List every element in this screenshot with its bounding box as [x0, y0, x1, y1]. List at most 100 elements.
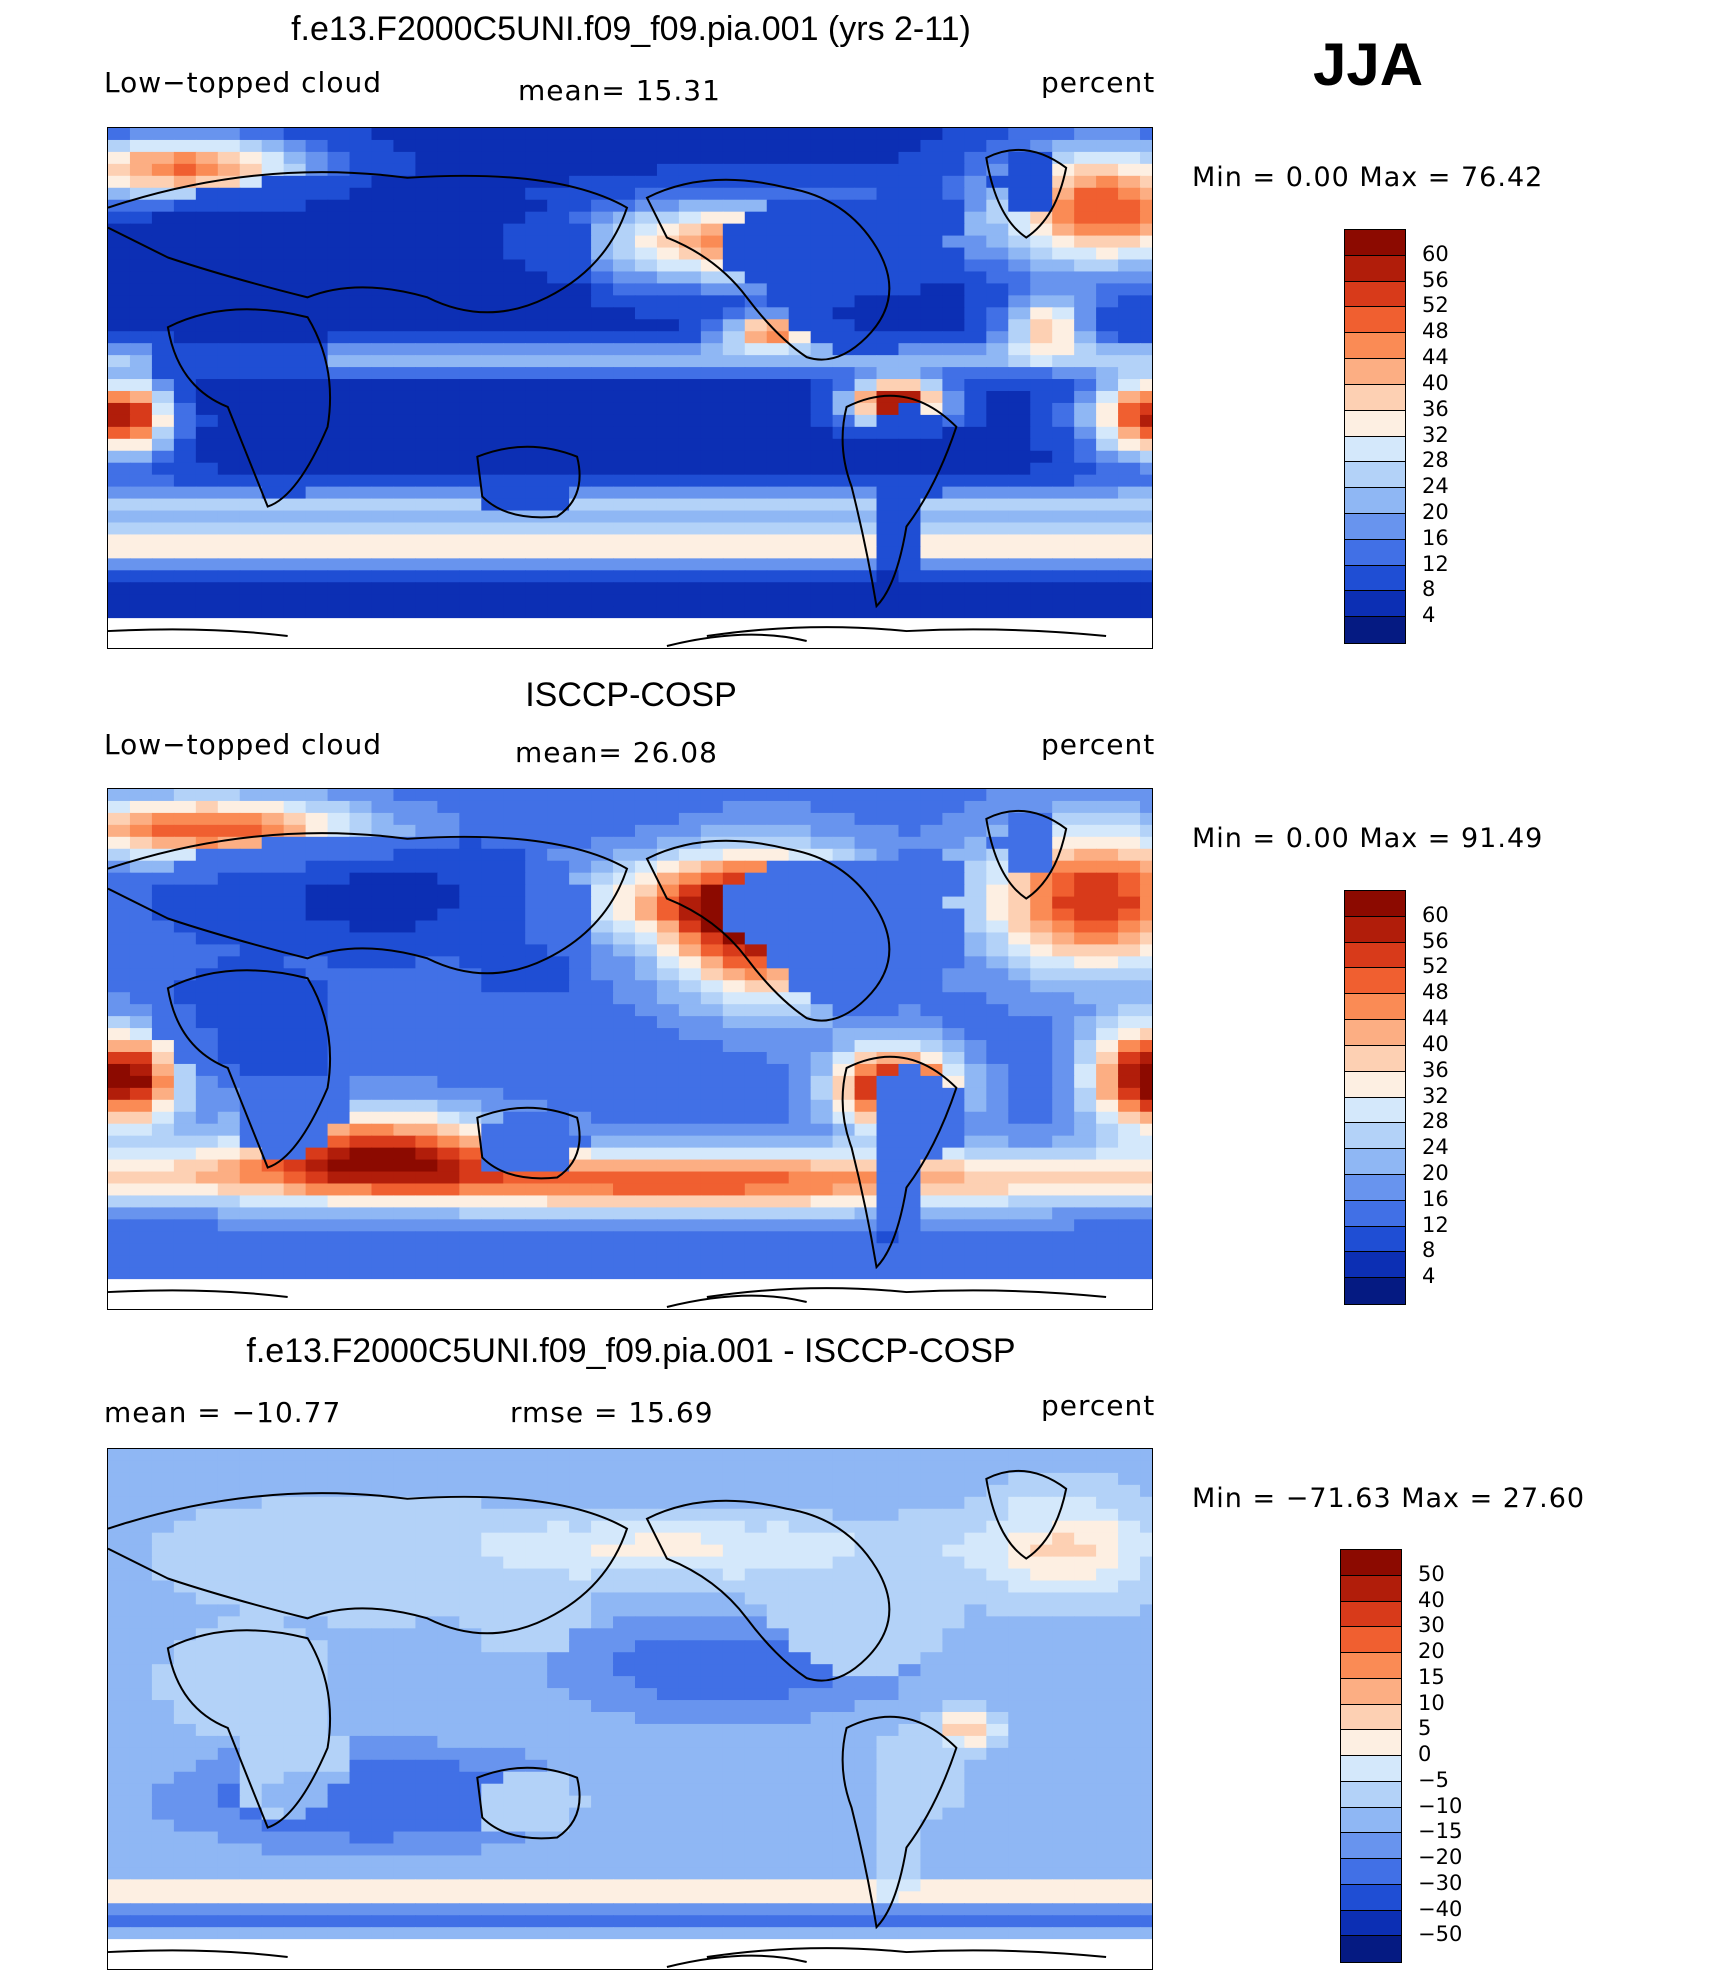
map-cell: [569, 1640, 592, 1653]
map-cell: [1030, 390, 1053, 404]
map-cell: [810, 1616, 834, 1629]
map-cell: [854, 1183, 878, 1197]
map-cell: [459, 534, 482, 547]
map-cell: [854, 199, 878, 213]
map-cell: [283, 151, 307, 165]
map-cell: [678, 1004, 702, 1017]
map-cell: [261, 1087, 285, 1101]
map-cell: [525, 1592, 548, 1605]
map-cell: [173, 498, 197, 512]
map-cell: [964, 980, 987, 993]
map-cell: [898, 343, 922, 356]
map-cell: [1118, 836, 1141, 850]
map-cell: [525, 860, 548, 874]
map-cell: [788, 1255, 812, 1268]
map-cell: [1118, 1195, 1141, 1208]
map-cell: [964, 1580, 987, 1594]
map-cell: [700, 944, 724, 957]
map-cell: [744, 438, 768, 452]
map-cell: [986, 1544, 1009, 1558]
map-cell: [854, 1016, 878, 1029]
map-cell: [195, 1460, 219, 1474]
map-cell: [129, 1159, 153, 1173]
map-cell: [327, 884, 351, 898]
map-cell: [942, 980, 965, 993]
map-cell: [1074, 498, 1097, 512]
map-cell: [1074, 1267, 1097, 1280]
map-cell: [766, 546, 790, 559]
map-cell: [195, 1664, 219, 1677]
map-cell: [920, 1028, 944, 1041]
map-cell: [151, 438, 175, 452]
map-cell: [525, 920, 548, 934]
map-cell: [920, 606, 944, 619]
map-cell: [591, 1087, 614, 1101]
map-cell: [371, 1640, 395, 1653]
map-cell: [283, 1449, 307, 1462]
map-cell: [898, 211, 922, 225]
map-cell: [415, 1016, 438, 1029]
map-cell: [415, 486, 438, 500]
map-cell: [1118, 1532, 1141, 1546]
map-cell: [459, 379, 482, 392]
map-cell: [964, 211, 987, 225]
map-cell: [1140, 1255, 1152, 1268]
map-cell: [437, 1267, 460, 1280]
map-cell: [459, 319, 482, 332]
map-cell: [1008, 932, 1031, 945]
map-cell: [1030, 1449, 1053, 1462]
map-cell: [1008, 343, 1031, 356]
map-cell: [195, 223, 219, 237]
map-cell: [700, 800, 724, 814]
map-cell: [349, 1087, 373, 1101]
map-cell: [788, 1580, 812, 1594]
map-cell: [700, 139, 724, 153]
map-cell: [393, 1267, 417, 1280]
map-cell: [525, 1195, 548, 1208]
map-cell: [788, 438, 812, 452]
map-cell: [964, 582, 987, 595]
map-cell: [129, 546, 153, 559]
map-cell: [327, 1063, 351, 1077]
map-cell: [437, 1207, 460, 1220]
map-cell: [1074, 414, 1097, 428]
map-cell: [371, 283, 395, 296]
map-cell: [1140, 1532, 1152, 1546]
map-cell: [393, 1640, 417, 1653]
map-cell: [327, 812, 351, 826]
map-cell: [591, 1604, 614, 1617]
map-cell: [1140, 1231, 1152, 1244]
map-cell: [788, 1111, 812, 1125]
map-cell: [239, 1496, 263, 1510]
map-cell: [722, 1111, 746, 1125]
map-cell: [722, 486, 746, 500]
map-cell: [173, 1267, 197, 1280]
map-cell: [129, 247, 153, 261]
map-cell: [547, 1688, 570, 1701]
map-cell: [1030, 271, 1053, 284]
map-cell: [173, 211, 197, 225]
map-cell: [261, 223, 285, 237]
map-cell: [283, 187, 307, 201]
map-cell: [1074, 1183, 1097, 1197]
map-cell: [108, 235, 131, 249]
map-cell: [547, 800, 570, 814]
map-cell: [415, 128, 438, 141]
map-cell: [239, 980, 263, 993]
map-cell: [898, 1004, 922, 1017]
map-cell: [327, 1159, 351, 1173]
map-cell: [371, 944, 395, 957]
map-cell: [569, 1135, 592, 1149]
map-cell: [1096, 498, 1119, 512]
map-cell: [481, 426, 504, 440]
map-cell: [437, 1087, 460, 1101]
map-cell: [1074, 1496, 1097, 1510]
map-cell: [525, 247, 548, 261]
map-cell: [788, 1075, 812, 1089]
map-cell: [217, 1123, 241, 1137]
map-cell: [613, 319, 636, 332]
map-cell: [327, 824, 351, 838]
map-cell: [503, 1231, 526, 1244]
map-cell: [986, 570, 1009, 583]
map-cell: [1008, 594, 1031, 607]
